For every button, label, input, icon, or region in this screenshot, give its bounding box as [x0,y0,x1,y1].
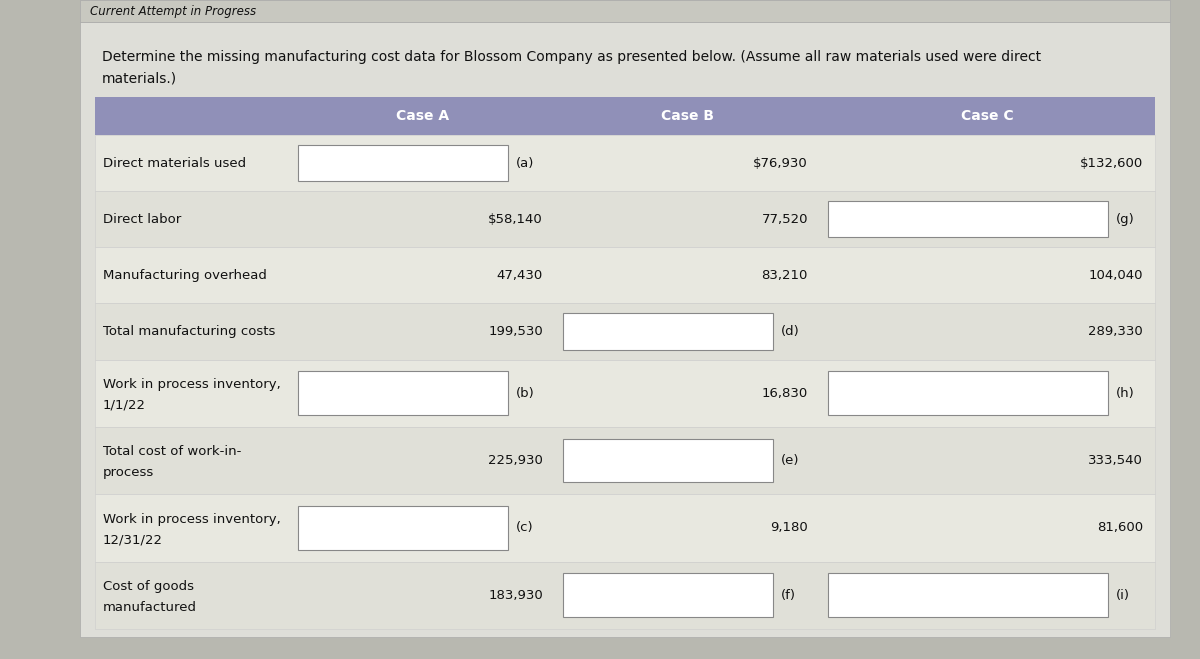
Text: (h): (h) [1116,387,1135,400]
Text: Case C: Case C [961,109,1014,123]
Text: (b): (b) [516,387,535,400]
Text: (g): (g) [1116,213,1135,225]
Bar [298,506,508,550]
Text: (c): (c) [516,521,534,534]
Text: (f): (f) [781,589,796,602]
Text: 183,930: 183,930 [488,589,542,602]
Bar [828,371,1108,415]
Text: process: process [103,466,155,479]
Text: 12/31/22: 12/31/22 [103,534,163,546]
Text: (i): (i) [1116,589,1130,602]
Text: 225,930: 225,930 [488,454,542,467]
Text: Case B: Case B [661,109,714,123]
Text: 83,210: 83,210 [762,269,808,282]
Text: $76,930: $76,930 [754,157,808,169]
Bar [95,97,1154,135]
Text: materials.): materials.) [102,72,178,86]
Bar [95,561,1154,629]
Text: 333,540: 333,540 [1088,454,1142,467]
Bar [563,313,773,350]
Text: 9,180: 9,180 [770,521,808,534]
Text: (a): (a) [516,157,534,169]
Text: $132,600: $132,600 [1080,157,1142,169]
Bar [828,573,1108,617]
Bar [828,201,1108,237]
Text: Total cost of work-in-: Total cost of work-in- [103,445,241,458]
Text: 199,530: 199,530 [488,325,542,338]
Text: Current Attempt in Progress: Current Attempt in Progress [90,5,256,18]
Text: Case A: Case A [396,109,449,123]
Text: Work in process inventory,: Work in process inventory, [103,513,281,526]
Bar [95,427,1154,494]
Text: 16,830: 16,830 [762,387,808,400]
Text: 104,040: 104,040 [1088,269,1142,282]
Text: 81,600: 81,600 [1097,521,1142,534]
Text: Cost of goods: Cost of goods [103,580,194,593]
Bar [95,360,1154,427]
Text: $58,140: $58,140 [488,213,542,225]
Text: (e): (e) [781,454,799,467]
Text: Direct materials used: Direct materials used [103,157,246,169]
Text: 47,430: 47,430 [497,269,542,282]
Text: Determine the missing manufacturing cost data for Blossom Company as presented b: Determine the missing manufacturing cost… [102,50,1042,64]
Bar [563,573,773,617]
Bar [95,135,1154,191]
Bar [95,494,1154,561]
Bar [95,303,1154,360]
Text: manufactured: manufactured [103,601,197,614]
Text: (d): (d) [781,325,799,338]
Text: Total manufacturing costs: Total manufacturing costs [103,325,275,338]
Bar [298,371,508,415]
Text: 77,520: 77,520 [762,213,808,225]
Bar [95,191,1154,247]
Bar [298,145,508,181]
Bar [563,439,773,482]
Text: 289,330: 289,330 [1088,325,1142,338]
Bar [95,247,1154,303]
Text: Direct labor: Direct labor [103,213,181,225]
Bar [80,0,1170,22]
Text: 1/1/22: 1/1/22 [103,399,146,412]
Text: Manufacturing overhead: Manufacturing overhead [103,269,266,282]
Text: Work in process inventory,: Work in process inventory, [103,378,281,391]
